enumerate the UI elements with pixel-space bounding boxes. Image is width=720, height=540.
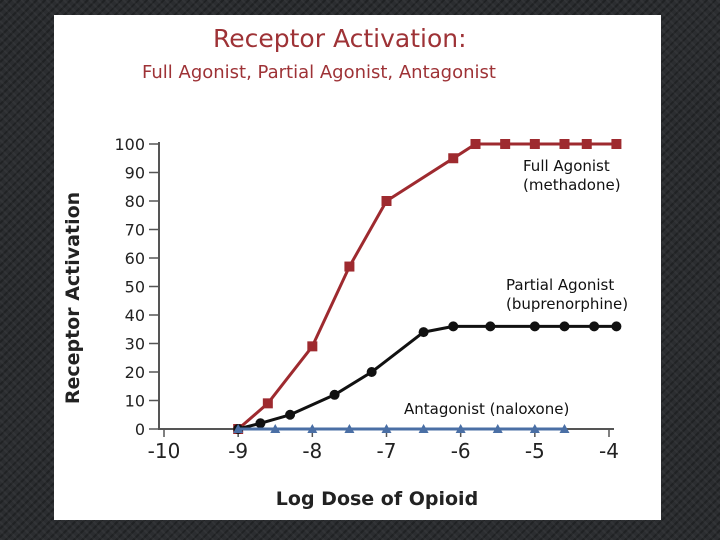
antagonist-point bbox=[307, 424, 318, 433]
partial-agonist-point bbox=[366, 367, 377, 377]
partial-agonist-label-line: (buprenorphine) bbox=[506, 295, 628, 313]
y-tick-label: 10 bbox=[125, 392, 145, 411]
full-agonist-point bbox=[500, 139, 511, 149]
partial-agonist-label-line: Partial Agonist bbox=[506, 276, 614, 294]
antagonist-point bbox=[270, 424, 281, 433]
x-tick-label: -7 bbox=[377, 439, 397, 463]
chart-title: Receptor Activation: bbox=[213, 24, 467, 53]
partial-agonist-point bbox=[485, 321, 496, 332]
y-tick-label: 50 bbox=[125, 278, 145, 297]
full-agonist-point bbox=[307, 341, 318, 352]
full-agonist-point bbox=[381, 196, 392, 206]
chart-slide: Receptor Activation: Full Agonist, Parti… bbox=[54, 15, 661, 520]
partial-agonist-point bbox=[418, 327, 429, 338]
y-tick-label: 20 bbox=[125, 363, 145, 382]
x-axis-title: Log Dose of Opioid bbox=[276, 488, 478, 510]
x-tick-label: -9 bbox=[228, 439, 248, 463]
antagonist-point bbox=[418, 424, 429, 433]
partial-agonist-point bbox=[611, 321, 622, 332]
antagonist-point bbox=[559, 424, 570, 433]
partial-agonist-point bbox=[285, 409, 296, 420]
antagonist-label-line: Antagonist (naloxone) bbox=[404, 400, 569, 418]
y-tick-label: 90 bbox=[125, 164, 145, 183]
partial-agonist-label: Partial Agonist (buprenorphine) bbox=[506, 276, 628, 313]
full-agonist-point bbox=[559, 139, 570, 149]
antagonist-point bbox=[529, 424, 540, 433]
chart-subtitle: Full Agonist, Partial Agonist, Antagonis… bbox=[142, 62, 496, 83]
y-tick-label: 80 bbox=[125, 192, 145, 211]
full-agonist-label: Full Agonist (methadone) bbox=[523, 157, 621, 194]
axes: 0 10 20 30 40 50 60 70 80 90 100 -10 -9 -8 -7 -6 -5 -4 bbox=[114, 135, 619, 463]
antagonist-label: Antagonist (naloxone) bbox=[404, 400, 569, 418]
full-agonist-label-line: (methadone) bbox=[523, 176, 621, 194]
full-agonist-point bbox=[448, 153, 459, 164]
full-agonist-label-line: Full Agonist bbox=[523, 157, 610, 175]
partial-agonist-point bbox=[448, 321, 459, 332]
partial-agonist-point bbox=[589, 321, 600, 332]
full-agonist-point bbox=[470, 139, 481, 149]
antagonist-point bbox=[455, 424, 466, 433]
x-tick-label: -10 bbox=[148, 439, 181, 463]
full-agonist-point bbox=[581, 139, 592, 149]
antagonist-point bbox=[344, 424, 355, 433]
full-agonist-point bbox=[611, 139, 622, 149]
receptor-activation-chart: Receptor Activation: Full Agonist, Parti… bbox=[62, 24, 628, 510]
y-tick-label: 0 bbox=[135, 420, 145, 439]
partial-agonist-point bbox=[559, 321, 570, 332]
y-axis-title: Receptor Activation bbox=[62, 192, 84, 404]
x-tick-label: -4 bbox=[599, 439, 619, 463]
partial-agonist-point bbox=[329, 389, 340, 400]
y-tick-label: 30 bbox=[125, 335, 145, 354]
y-tick-label: 100 bbox=[114, 135, 145, 154]
y-tick-label: 60 bbox=[125, 249, 145, 268]
antagonist-point bbox=[381, 424, 392, 433]
plot-area: Full Agonist (methadone) Partial Agonist (b… bbox=[233, 139, 628, 434]
x-tick-label: -5 bbox=[525, 439, 545, 463]
full-agonist-point bbox=[262, 398, 273, 409]
antagonist-point bbox=[233, 424, 244, 433]
partial-agonist-point bbox=[529, 321, 540, 332]
full-agonist-point bbox=[344, 261, 355, 272]
partial-agonist-point bbox=[255, 418, 266, 429]
y-tick-label: 40 bbox=[125, 306, 145, 325]
x-tick-label: -8 bbox=[302, 439, 322, 463]
full-agonist-point bbox=[529, 139, 540, 149]
y-tick-label: 70 bbox=[125, 221, 145, 240]
antagonist-point bbox=[492, 424, 503, 433]
x-tick-label: -6 bbox=[451, 439, 471, 463]
